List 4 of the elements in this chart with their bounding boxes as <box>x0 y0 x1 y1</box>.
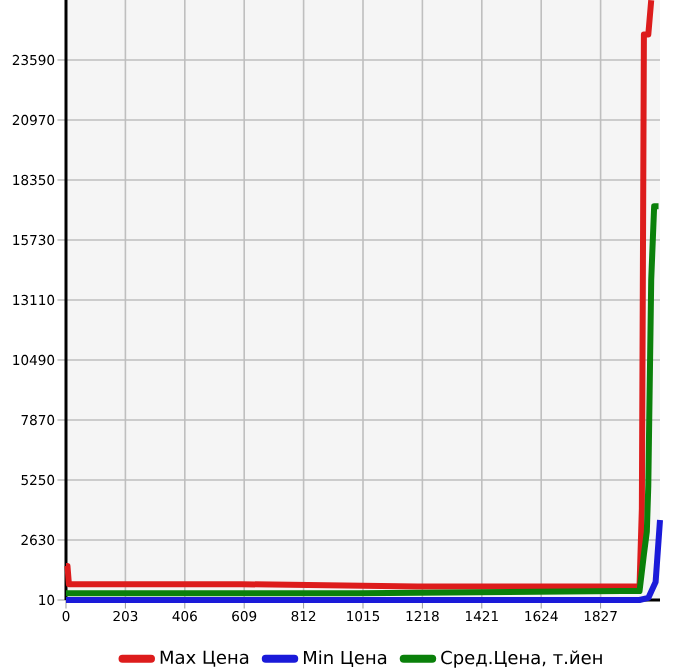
legend-label: Min Цена <box>303 650 387 667</box>
legend-label: Max Цена <box>160 650 249 667</box>
legend-label: Сред.Цена, т.йен <box>441 650 602 668</box>
line-series <box>63 203 662 597</box>
